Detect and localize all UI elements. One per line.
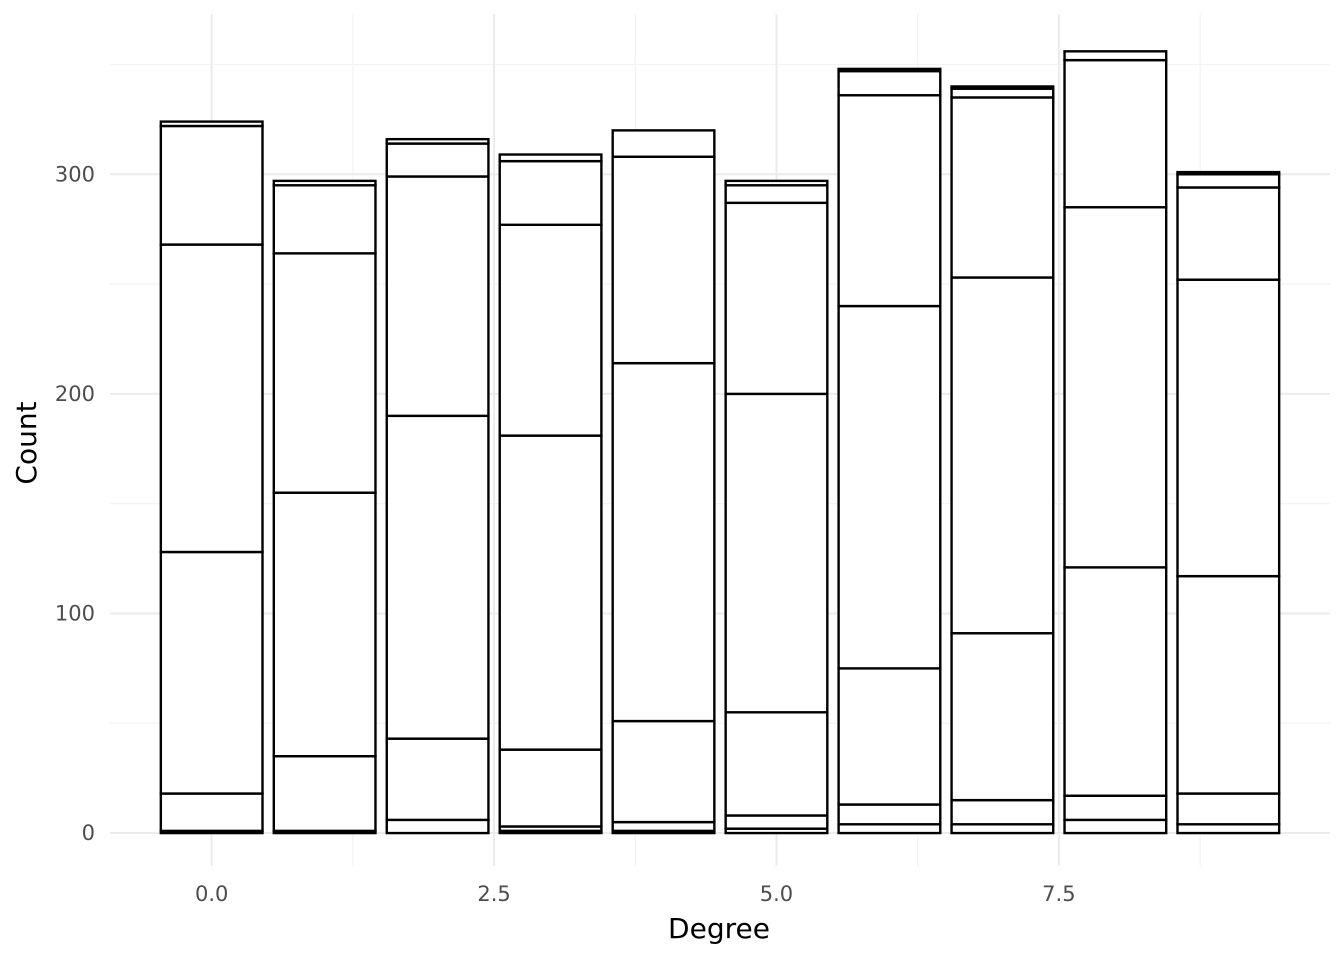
bar-segment — [385, 142, 490, 178]
bar-stack — [1176, 170, 1281, 835]
bar-segment — [385, 137, 490, 145]
bar-segment — [1176, 792, 1281, 826]
bar-segment — [1176, 173, 1281, 189]
bar-segment — [611, 820, 716, 833]
bar-segment — [272, 755, 377, 833]
bar-stack — [837, 67, 942, 835]
bar-stack — [1063, 50, 1168, 835]
y-tick-label: 300 — [55, 162, 95, 186]
bar-stack — [498, 153, 603, 835]
bar-segment — [611, 129, 716, 158]
bar-segment — [1176, 574, 1281, 795]
bar-segment — [272, 184, 377, 255]
bar-segment — [272, 179, 377, 187]
bar-segment — [950, 823, 1055, 835]
x-axis-title: Degree — [668, 912, 770, 945]
bar-segment — [950, 632, 1055, 802]
bar-segment — [611, 719, 716, 824]
bar-segment — [385, 175, 490, 418]
bar-stack — [611, 129, 716, 835]
bar-segment — [385, 737, 490, 822]
bar-segment — [385, 818, 490, 835]
x-tick-label: 5.0 — [760, 882, 793, 906]
bar-segment — [950, 276, 1055, 635]
bar-segment — [498, 434, 603, 751]
x-tick-label: 2.5 — [477, 882, 510, 906]
x-tick-label: 0.0 — [195, 882, 228, 906]
bar-stack — [159, 120, 264, 835]
bar-segment — [724, 184, 829, 205]
bar-segment — [837, 823, 942, 835]
bar-segment — [611, 361, 716, 723]
bar-segment — [498, 153, 603, 163]
bar-stack — [724, 179, 829, 835]
bar-segment — [498, 748, 603, 828]
bar-segment — [837, 94, 942, 308]
bar-segment — [1063, 566, 1168, 797]
bars — [159, 50, 1281, 835]
bar-segment — [159, 243, 264, 554]
bar-segment — [724, 179, 829, 187]
bar-segment — [272, 252, 377, 494]
bar-segment — [950, 798, 1055, 826]
bar-segment — [498, 159, 603, 227]
y-tick-label: 100 — [55, 601, 95, 625]
bar-segment — [611, 155, 716, 365]
bar-segment — [498, 223, 603, 437]
x-tick-label: 7.5 — [1042, 882, 1075, 906]
bar-segment — [385, 414, 490, 740]
bar-segment — [950, 85, 1055, 90]
bar-segment — [1063, 50, 1168, 62]
bar-segment — [837, 304, 942, 670]
bar-segment — [159, 792, 264, 833]
bar-segment — [159, 550, 264, 795]
bar-segment — [1176, 170, 1281, 176]
bar-segment — [837, 69, 942, 97]
bar-segment — [724, 711, 829, 817]
bar-segment — [837, 67, 942, 73]
bar-segment — [950, 96, 1055, 279]
bar-segment — [1176, 823, 1281, 835]
bar-segment — [1063, 58, 1168, 209]
bar-segment — [724, 201, 829, 396]
y-tick-label: 0 — [82, 821, 95, 845]
bar-segment — [159, 120, 264, 128]
bar-stack — [385, 137, 490, 835]
y-axis-title: Count — [10, 401, 43, 484]
y-tick-label: 200 — [55, 382, 95, 406]
bar-segment — [159, 124, 264, 246]
bar-stack — [950, 85, 1055, 835]
bar-stack — [272, 179, 377, 835]
bar-segment — [724, 392, 829, 714]
bar-segment — [1176, 278, 1281, 578]
x-axis-ticks: 0.0 2.5 5.0 7.5 — [195, 882, 1076, 906]
bar-segment — [1063, 206, 1168, 569]
bar-segment — [1063, 794, 1168, 822]
bar-segment — [272, 491, 377, 758]
bar-segment — [837, 667, 942, 806]
bar-segment — [1176, 186, 1281, 281]
bar-segment — [1063, 818, 1168, 835]
bar-segment — [950, 87, 1055, 99]
bar-segment — [724, 814, 829, 830]
y-axis-ticks: 0 100 200 300 — [55, 162, 95, 845]
bar-segment — [837, 803, 942, 826]
